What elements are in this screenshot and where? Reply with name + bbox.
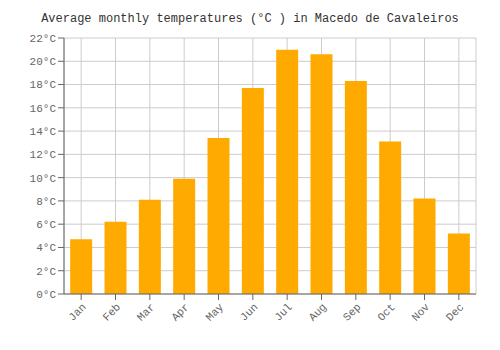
svg-text:6°C: 6°C — [36, 219, 56, 231]
svg-text:Jan: Jan — [66, 301, 88, 323]
svg-text:Oct: Oct — [375, 301, 397, 323]
svg-text:Nov: Nov — [410, 301, 433, 324]
svg-text:0°C: 0°C — [36, 289, 56, 301]
svg-text:20°C: 20°C — [30, 56, 57, 68]
svg-text:14°C: 14°C — [30, 126, 57, 138]
svg-text:10°C: 10°C — [30, 173, 57, 185]
svg-text:Apr: Apr — [169, 301, 191, 323]
svg-text:4°C: 4°C — [36, 242, 56, 254]
html-text:Average monthly temperatures (: Average monthly temperatures (°C ) in Ma… — [41, 12, 459, 26]
svg-text:May: May — [204, 301, 227, 324]
svg-text:Jun: Jun — [238, 301, 260, 323]
svg-text:22°C: 22°C — [30, 33, 57, 45]
svg-text:12°C: 12°C — [30, 149, 57, 161]
svg-text:Mar: Mar — [135, 301, 157, 323]
svg-text:Feb: Feb — [101, 301, 123, 323]
svg-text:16°C: 16°C — [30, 103, 57, 115]
svg-text:Aug: Aug — [307, 301, 329, 323]
svg-text:Jul: Jul — [272, 301, 294, 323]
svg-text:18°C: 18°C — [30, 79, 57, 91]
svg-text:2°C: 2°C — [36, 266, 56, 278]
svg-text:Dec: Dec — [444, 301, 466, 323]
svg-text:8°C: 8°C — [36, 196, 56, 208]
svg-text:Sep: Sep — [341, 301, 363, 323]
